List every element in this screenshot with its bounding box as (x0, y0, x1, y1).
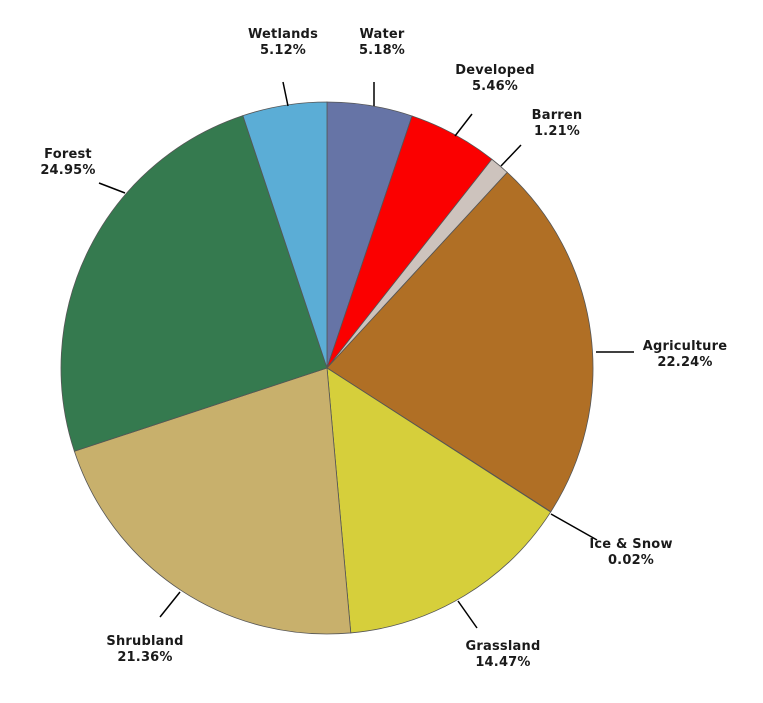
slice-label-forest: Forest (44, 147, 92, 162)
leader-line-shrubland (159, 591, 181, 618)
pie-slice-wetlands (242, 101, 328, 369)
slice-percent-barren: 1.21% (534, 124, 580, 139)
leader-line-forest (98, 182, 126, 194)
slice-label-grassland: Grassland (466, 639, 541, 654)
slice-percent-developed: 5.46% (472, 79, 518, 94)
leader-line-barren (500, 144, 522, 167)
leader-line-grassland (457, 600, 478, 629)
slice-percent-ice-snow: 0.02% (608, 553, 654, 568)
slice-percent-wetlands: 5.12% (260, 43, 306, 58)
slice-label-shrubland: Shrubland (106, 634, 183, 649)
slice-label-ice-snow: Ice & Snow (589, 537, 672, 552)
pie-slice-grassland (326, 367, 552, 634)
slice-percent-agriculture: 22.24% (657, 355, 712, 370)
slice-label-developed: Developed (455, 63, 535, 78)
leader-line-developed (454, 113, 473, 137)
slices-layer (60, 101, 594, 635)
slice-percent-grassland: 14.47% (475, 655, 530, 670)
leader-line-wetlands (282, 81, 289, 107)
slice-label-agriculture: Agriculture (643, 339, 728, 354)
leader-line-ice-snow (550, 513, 598, 541)
slice-percent-shrubland: 21.36% (117, 650, 172, 665)
leader-lines-layer (98, 81, 634, 629)
pie-slice-forest (60, 115, 328, 452)
slice-percent-forest: 24.95% (40, 163, 95, 178)
pie-slice-agriculture (326, 171, 594, 513)
slice-label-barren: Barren (532, 108, 583, 123)
pie-slice-shrubland (73, 367, 352, 635)
slice-label-wetlands: Wetlands (248, 27, 318, 42)
slice-label-water: Water (359, 27, 404, 42)
slice-percent-water: 5.18% (359, 43, 405, 58)
